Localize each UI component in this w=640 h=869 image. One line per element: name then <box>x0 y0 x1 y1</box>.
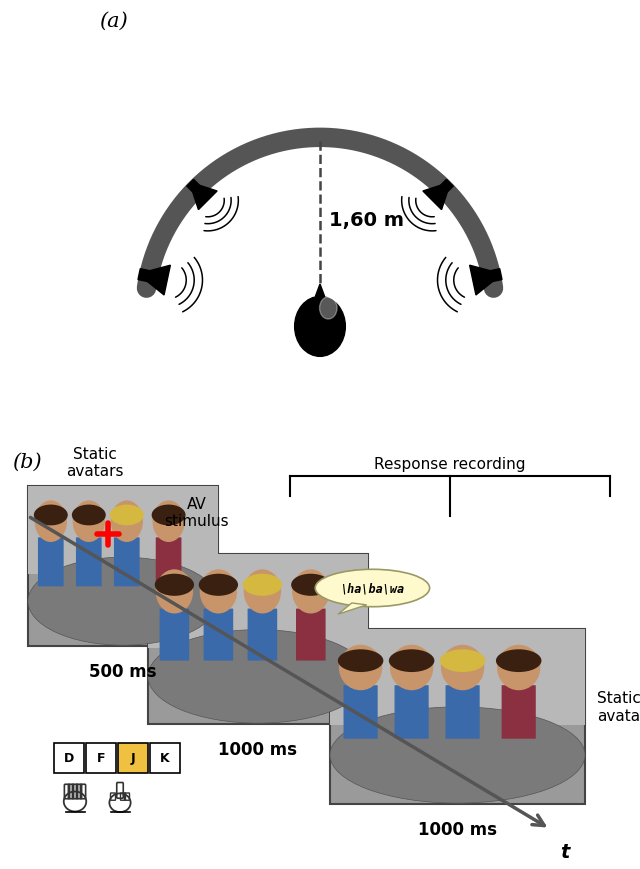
Text: F: F <box>97 752 105 765</box>
Polygon shape <box>187 180 200 193</box>
Ellipse shape <box>35 501 67 542</box>
Text: Static
avatars: Static avatars <box>66 446 124 479</box>
FancyBboxPatch shape <box>445 686 479 739</box>
Ellipse shape <box>315 570 429 607</box>
Text: Static
avatars: Static avatars <box>597 691 640 723</box>
Ellipse shape <box>292 570 330 614</box>
Ellipse shape <box>319 297 337 320</box>
Polygon shape <box>147 266 170 295</box>
Ellipse shape <box>330 707 585 803</box>
Ellipse shape <box>152 501 185 542</box>
Ellipse shape <box>72 505 106 526</box>
Ellipse shape <box>294 297 346 357</box>
Ellipse shape <box>155 574 194 596</box>
FancyBboxPatch shape <box>148 554 368 647</box>
Polygon shape <box>338 603 367 614</box>
Text: (b): (b) <box>12 453 42 472</box>
FancyBboxPatch shape <box>28 487 218 574</box>
Ellipse shape <box>148 630 368 723</box>
Polygon shape <box>470 266 493 295</box>
FancyBboxPatch shape <box>502 686 536 739</box>
FancyBboxPatch shape <box>150 743 180 773</box>
Text: t: t <box>560 842 570 861</box>
Text: 1000 ms: 1000 ms <box>418 820 497 838</box>
Polygon shape <box>193 186 217 210</box>
Ellipse shape <box>339 645 382 691</box>
Ellipse shape <box>243 574 282 596</box>
Ellipse shape <box>73 501 105 542</box>
Text: 500 ms: 500 ms <box>89 662 157 680</box>
FancyBboxPatch shape <box>76 538 102 587</box>
Ellipse shape <box>200 570 237 614</box>
FancyBboxPatch shape <box>28 487 218 647</box>
FancyBboxPatch shape <box>118 743 148 773</box>
Text: 1000 ms: 1000 ms <box>218 740 298 758</box>
Text: D: D <box>64 752 74 765</box>
Ellipse shape <box>291 574 330 596</box>
FancyBboxPatch shape <box>394 686 429 739</box>
FancyBboxPatch shape <box>344 686 378 739</box>
FancyBboxPatch shape <box>330 629 585 804</box>
Ellipse shape <box>440 649 485 673</box>
Text: J: J <box>131 752 135 765</box>
Text: \ha\ba\wa: \ha\ba\wa <box>340 582 404 594</box>
Polygon shape <box>490 269 502 282</box>
FancyBboxPatch shape <box>296 609 326 660</box>
Ellipse shape <box>496 649 541 673</box>
Text: Response recording: Response recording <box>374 456 525 472</box>
Ellipse shape <box>156 570 193 614</box>
FancyBboxPatch shape <box>159 609 189 660</box>
Ellipse shape <box>389 649 435 673</box>
Text: K: K <box>160 752 170 765</box>
FancyBboxPatch shape <box>156 538 182 587</box>
FancyBboxPatch shape <box>114 538 140 587</box>
Ellipse shape <box>441 645 484 691</box>
Ellipse shape <box>34 505 68 526</box>
FancyBboxPatch shape <box>148 554 368 724</box>
Ellipse shape <box>244 570 281 614</box>
FancyBboxPatch shape <box>248 609 277 660</box>
Ellipse shape <box>199 574 238 596</box>
FancyBboxPatch shape <box>54 743 84 773</box>
Polygon shape <box>440 180 453 193</box>
Ellipse shape <box>152 505 186 526</box>
Ellipse shape <box>110 505 144 526</box>
Polygon shape <box>423 186 447 210</box>
Ellipse shape <box>111 501 143 542</box>
Polygon shape <box>316 285 324 297</box>
Polygon shape <box>138 269 150 282</box>
Text: AV
stimulus: AV stimulus <box>164 496 228 529</box>
FancyBboxPatch shape <box>204 609 233 660</box>
Text: (a): (a) <box>99 11 127 30</box>
Ellipse shape <box>497 645 540 691</box>
Ellipse shape <box>338 649 383 673</box>
Text: 1,60 m: 1,60 m <box>329 211 404 230</box>
Ellipse shape <box>28 558 218 646</box>
FancyBboxPatch shape <box>330 629 585 726</box>
FancyBboxPatch shape <box>38 538 63 587</box>
Ellipse shape <box>390 645 433 691</box>
FancyBboxPatch shape <box>86 743 116 773</box>
